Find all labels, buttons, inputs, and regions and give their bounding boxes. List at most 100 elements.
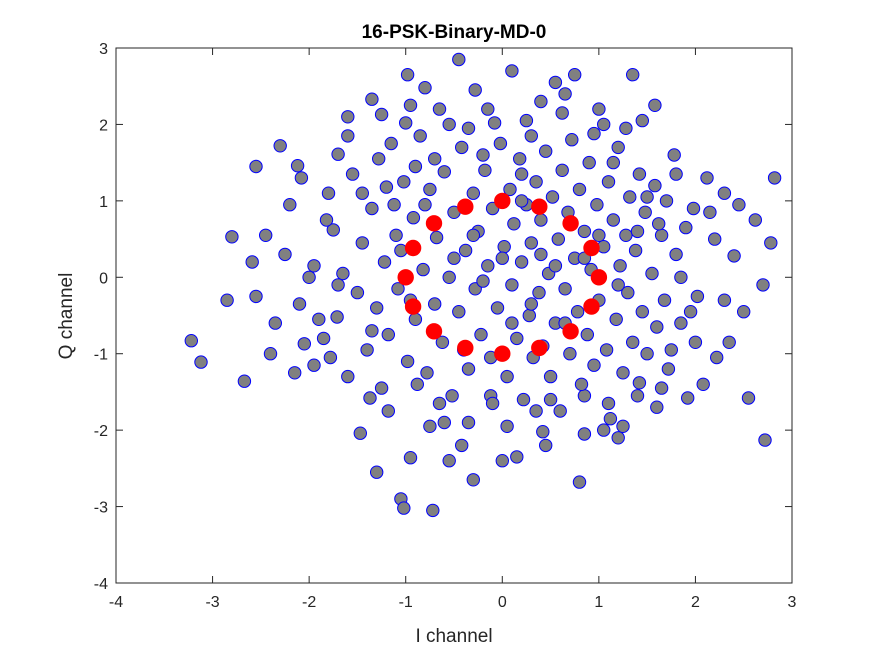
received-symbol-point — [532, 285, 546, 300]
received-symbol-point — [539, 438, 553, 453]
received-symbol-point — [476, 274, 490, 288]
received-symbol-point — [428, 152, 442, 166]
received-symbol-point — [616, 366, 630, 380]
received-symbol-point — [455, 438, 469, 453]
constellation-point — [404, 298, 422, 315]
received-symbol-point — [495, 454, 509, 468]
received-symbol-point — [485, 396, 500, 411]
received-symbol-point — [341, 110, 355, 124]
received-symbol-point — [534, 94, 548, 109]
received-symbol-point — [316, 331, 331, 346]
y-tick-label: 0 — [99, 270, 108, 287]
received-symbol-point — [294, 171, 309, 185]
received-symbol-point — [387, 198, 401, 212]
received-symbol-point — [577, 389, 592, 403]
received-symbol-point — [397, 175, 411, 189]
y-axis-label: Q channel — [56, 273, 77, 360]
received-symbol-point — [408, 312, 423, 326]
data-points-layer — [184, 52, 782, 518]
received-symbol-point — [652, 217, 666, 231]
received-symbol-point — [669, 247, 683, 262]
received-symbol-point — [353, 426, 367, 440]
received-symbol-point — [574, 377, 589, 391]
constellation-point — [590, 269, 608, 286]
received-symbol-point — [500, 369, 514, 384]
x-tick-label: 1 — [594, 594, 603, 611]
received-symbol-point — [727, 249, 741, 263]
y-tick-label: 1 — [99, 194, 108, 211]
received-symbol-point — [717, 186, 732, 200]
x-axis-label: I channel — [415, 626, 492, 647]
received-symbol-point — [592, 102, 606, 116]
received-symbol-point — [426, 503, 440, 518]
received-symbol-point — [635, 305, 649, 319]
received-symbol-point — [756, 278, 770, 292]
received-symbol-point — [331, 147, 345, 161]
received-symbol-point — [452, 52, 466, 67]
received-symbol-point — [420, 366, 434, 380]
received-symbol-point — [478, 163, 492, 178]
received-symbol-point — [536, 425, 550, 439]
received-symbol-point — [500, 419, 514, 433]
received-symbol-point — [681, 391, 695, 405]
x-tick-label: -1 — [399, 594, 413, 611]
received-symbol-point — [476, 148, 490, 162]
received-symbol-point — [437, 415, 451, 430]
received-symbol-point — [619, 121, 633, 136]
received-symbol-point — [688, 335, 703, 349]
received-symbol-point — [505, 316, 519, 330]
constellation-point — [494, 345, 511, 362]
received-symbol-point — [645, 266, 659, 281]
received-symbol-point — [336, 266, 350, 281]
received-symbol-point — [597, 117, 611, 132]
received-symbol-point — [307, 259, 321, 273]
received-symbol-point — [503, 182, 517, 197]
received-symbol-point — [365, 324, 379, 338]
received-symbol-point — [654, 228, 669, 243]
received-symbol-point — [590, 198, 604, 212]
received-symbol-point — [572, 182, 587, 197]
received-symbol-point — [350, 285, 365, 300]
received-symbol-point — [577, 427, 592, 441]
received-symbol-point — [466, 186, 480, 200]
received-symbol-point — [413, 129, 427, 143]
received-symbol-point — [710, 350, 724, 365]
y-tick-label: -1 — [94, 347, 108, 364]
constellation-point — [562, 323, 579, 340]
received-symbol-point — [519, 113, 534, 128]
received-symbol-point — [263, 347, 278, 361]
y-tick-label: 3 — [99, 41, 108, 58]
received-symbol-point — [648, 178, 662, 193]
received-symbol-point — [365, 201, 379, 216]
constellation-point — [397, 269, 414, 286]
received-symbol-point — [330, 310, 344, 324]
received-symbol-point — [461, 121, 476, 136]
y-tick-label: -4 — [94, 576, 108, 593]
received-symbol-point — [690, 289, 705, 304]
received-symbol-point — [582, 155, 596, 170]
received-symbol-point — [534, 247, 548, 262]
received-symbol-point — [683, 305, 698, 319]
received-symbol-point — [611, 278, 625, 292]
constellation-point — [531, 339, 548, 357]
received-symbol-point — [577, 224, 592, 239]
received-symbol-point — [507, 217, 521, 231]
received-symbol-point — [194, 355, 208, 369]
received-symbol-point — [551, 232, 565, 246]
received-symbol-point — [481, 259, 495, 273]
received-symbol-point — [432, 102, 447, 116]
received-symbol-point — [397, 501, 411, 515]
x-tick-label: 3 — [788, 594, 797, 611]
x-axis: -4 -3 -2 -1 0 1 2 3 — [109, 48, 797, 611]
received-symbol-point — [664, 343, 678, 357]
received-symbol-point — [722, 335, 736, 349]
received-symbol-point — [534, 213, 548, 227]
received-symbol-point — [599, 343, 614, 357]
constellation-point — [583, 298, 600, 315]
received-symbol-point — [539, 144, 553, 158]
received-symbol-point — [341, 369, 355, 384]
received-symbol-point — [548, 259, 563, 273]
received-symbol-point — [493, 136, 508, 151]
